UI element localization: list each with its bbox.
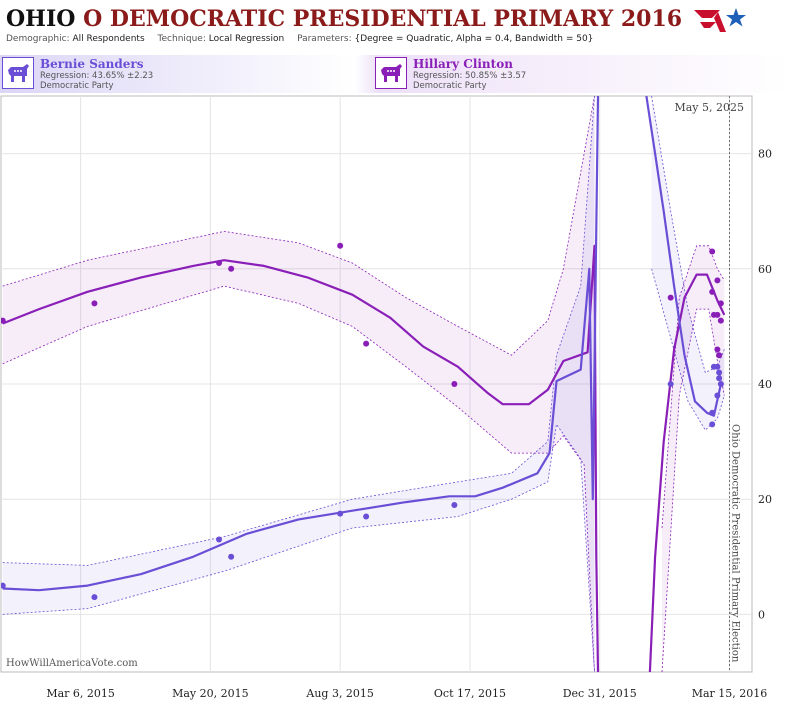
parameters-line: Demographic: All Respondents Technique: … — [6, 34, 603, 44]
hillary-clinton-poll-point — [716, 352, 723, 359]
candidate-name: Bernie Sanders — [40, 57, 144, 71]
parameters-value: {Degree = Quadratic, Alpha = 0.4, Bandwi… — [354, 34, 594, 44]
hillary-clinton-poll-point — [451, 381, 458, 387]
hillary-clinton-poll-point — [714, 277, 721, 284]
bernie-sanders-poll-point — [709, 409, 716, 416]
hillary-clinton-poll-point — [228, 265, 235, 272]
bernie-sanders-band-upper — [651, 96, 725, 374]
bernie-sanders-poll-point — [716, 375, 723, 382]
hillary-clinton-poll-point — [216, 260, 223, 267]
candidate-party: Democratic Party — [40, 81, 114, 91]
chart-title: OHIO O DEMOCRATIC PRESIDENTIAL PRIMARY 2… — [6, 6, 682, 32]
site-logo-icon — [694, 8, 746, 32]
candidate-regression: Regression: 50.85% ±3.57 — [413, 71, 527, 81]
title-rest: O DEMOCRATIC PRESIDENTIAL PRIMARY 2016 — [83, 6, 683, 32]
x-tick-label: Mar 6, 2015 — [46, 687, 115, 700]
hillary-clinton-poll-point — [709, 288, 716, 295]
bernie-sanders-poll-point — [714, 363, 721, 370]
bernie-sanders-poll-point — [91, 594, 98, 601]
donkey-icon — [2, 57, 34, 89]
donkey-icon — [375, 57, 407, 89]
bernie-sanders-poll-point — [714, 392, 721, 399]
hillary-clinton-poll-point — [717, 300, 724, 307]
bernie-sanders-poll-point — [667, 381, 674, 387]
y-tick-label: 60 — [758, 263, 772, 276]
hillary-clinton-poll-point — [337, 242, 344, 249]
y-tick-label: 80 — [758, 148, 772, 161]
watermark: HowWillAmericaVote.com — [6, 658, 138, 669]
x-tick-label: Oct 17, 2015 — [434, 687, 506, 700]
hillary-clinton-poll-point — [667, 294, 674, 301]
bernie-sanders-poll-point — [716, 369, 723, 376]
bernie-sanders-band-upper — [2, 96, 595, 566]
bernie-sanders-poll-point — [228, 553, 235, 560]
hillary-clinton-poll-point — [714, 311, 721, 318]
parameters-key: Parameters: — [297, 34, 352, 44]
candidate-name: Hillary Clinton — [413, 57, 513, 71]
hillary-clinton-trend-line — [2, 244, 600, 672]
x-tick-label: Mar 15, 2016 — [692, 687, 768, 700]
title-state: OHIO — [6, 6, 76, 32]
candidate-regression: Regression: 43.65% ±2.23 — [40, 71, 154, 81]
plot-layer — [1, 96, 726, 672]
hillary-clinton-poll-point — [717, 317, 724, 324]
y-tick-label: 0 — [758, 608, 765, 621]
x-tick-label: Aug 3, 2015 — [305, 687, 374, 700]
technique-key: Technique: — [157, 34, 206, 44]
bernie-sanders-poll-point — [363, 513, 370, 520]
hillary-clinton-poll-point — [714, 346, 721, 353]
hillary-clinton-band-lower — [2, 285, 595, 672]
x-tick-label: Dec 31, 2015 — [563, 687, 637, 700]
demographic-value: All Respondents — [72, 34, 145, 44]
x-tick-label: May 20, 2015 — [172, 687, 249, 700]
bernie-sanders-poll-point — [709, 421, 716, 428]
bernie-sanders-trend-line — [2, 96, 600, 592]
bernie-sanders-poll-point — [717, 381, 724, 387]
hillary-clinton-confidence-band — [662, 245, 725, 672]
candidate-party: Democratic Party — [413, 81, 487, 91]
bernie-sanders-poll-point — [337, 510, 344, 517]
technique-value: Local Regression — [208, 34, 285, 44]
demographic-key: Demographic: — [6, 34, 70, 44]
bernie-sanders-poll-point — [451, 501, 458, 508]
hillary-clinton-poll-point — [1, 317, 6, 324]
election-label: Ohio Democratic Presidential Primary Ele… — [730, 424, 741, 663]
hillary-clinton-poll-point — [363, 340, 370, 347]
candidate-legend: Bernie Sanders Regression: 43.65% ±2.23 … — [0, 55, 789, 93]
bernie-sanders-poll-point — [1, 582, 6, 589]
chart-header: OHIO O DEMOCRATIC PRESIDENTIAL PRIMARY 2… — [6, 6, 696, 50]
annotation-date: May 5, 2025 — [674, 101, 744, 114]
y-tick-label: 40 — [758, 378, 772, 391]
hillary-clinton-band-upper — [2, 96, 595, 356]
hillary-clinton-poll-point — [91, 300, 98, 307]
y-tick-label: 20 — [758, 493, 772, 506]
bernie-sanders-band-lower — [2, 423, 595, 672]
hillary-clinton-poll-point — [709, 248, 716, 255]
bernie-sanders-poll-point — [216, 536, 223, 543]
